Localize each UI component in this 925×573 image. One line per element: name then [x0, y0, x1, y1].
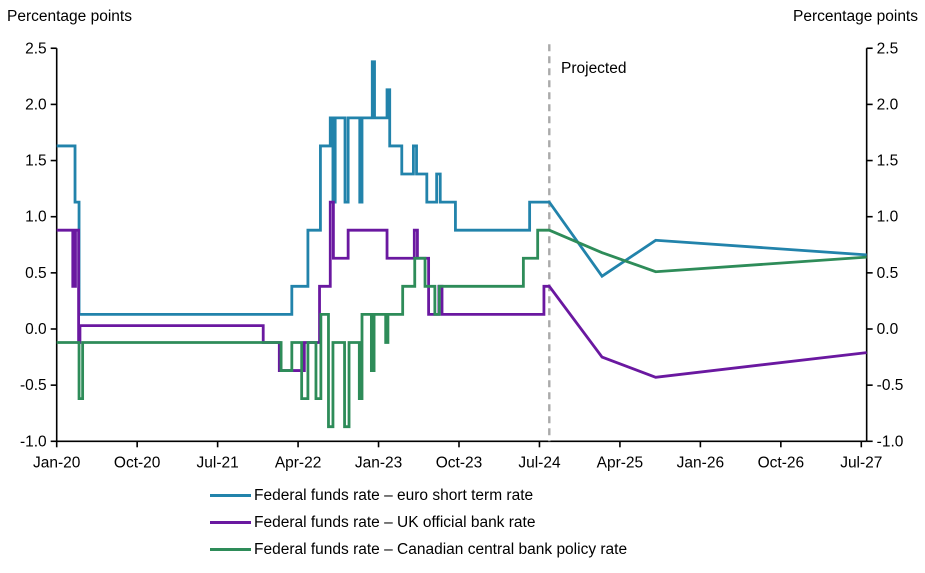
left-axis-title: Percentage points	[7, 8, 132, 25]
svg-text:2.0: 2.0	[25, 96, 47, 113]
legend-swatch-uk	[210, 521, 251, 524]
svg-text:-0.5: -0.5	[877, 377, 904, 394]
svg-text:0.0: 0.0	[25, 321, 47, 338]
svg-text:Jul-27: Jul-27	[840, 454, 882, 471]
legend-label-uk: Federal funds rate – UK official bank ra…	[254, 513, 536, 531]
svg-text:Jan-23: Jan-23	[355, 454, 402, 471]
legend-swatch-euro	[210, 494, 251, 497]
svg-text:Oct-23: Oct-23	[436, 454, 483, 471]
svg-text:Oct-26: Oct-26	[758, 454, 805, 471]
legend-label-euro: Federal funds rate – euro short term rat…	[254, 486, 534, 504]
legend-item-uk: Federal funds rate – UK official bank ra…	[210, 512, 627, 533]
svg-text:Jul-21: Jul-21	[197, 454, 239, 471]
legend: Federal funds rate – euro short term rat…	[210, 485, 627, 560]
svg-text:Oct-20: Oct-20	[114, 454, 161, 471]
legend-swatch-canada	[210, 548, 251, 551]
svg-text:2.0: 2.0	[877, 96, 899, 113]
svg-text:2.5: 2.5	[877, 40, 899, 57]
svg-text:2.5: 2.5	[25, 40, 47, 57]
svg-text:0.0: 0.0	[877, 321, 899, 338]
svg-text:1.0: 1.0	[25, 209, 47, 226]
svg-text:Jan-20: Jan-20	[33, 454, 81, 471]
projected-label: Projected	[561, 60, 627, 77]
svg-text:-1.0: -1.0	[877, 433, 904, 450]
svg-text:Apr-25: Apr-25	[597, 454, 644, 471]
svg-text:1.0: 1.0	[877, 209, 899, 226]
svg-text:0.5: 0.5	[25, 265, 47, 282]
svg-text:Jul-24: Jul-24	[518, 454, 561, 471]
svg-text:-1.0: -1.0	[20, 433, 47, 450]
svg-text:0.5: 0.5	[877, 265, 899, 282]
svg-text:Jan-26: Jan-26	[677, 454, 724, 471]
plot-area: 2.5 2.5 2.0 2.0 1.5 1.5 1.0 1.0 0.5 0.5 0.0 0.0 -0.5…	[20, 40, 904, 471]
svg-text:1.5: 1.5	[25, 153, 47, 170]
legend-item-canada: Federal funds rate – Canadian central ba…	[210, 539, 627, 560]
legend-item-euro: Federal funds rate – euro short term rat…	[210, 485, 627, 506]
svg-text:1.5: 1.5	[877, 153, 899, 170]
right-axis-title: Percentage points	[793, 8, 918, 25]
svg-text:-0.5: -0.5	[20, 377, 47, 394]
svg-text:Apr-22: Apr-22	[275, 454, 322, 471]
legend-label-canada: Federal funds rate – Canadian central ba…	[254, 540, 628, 558]
